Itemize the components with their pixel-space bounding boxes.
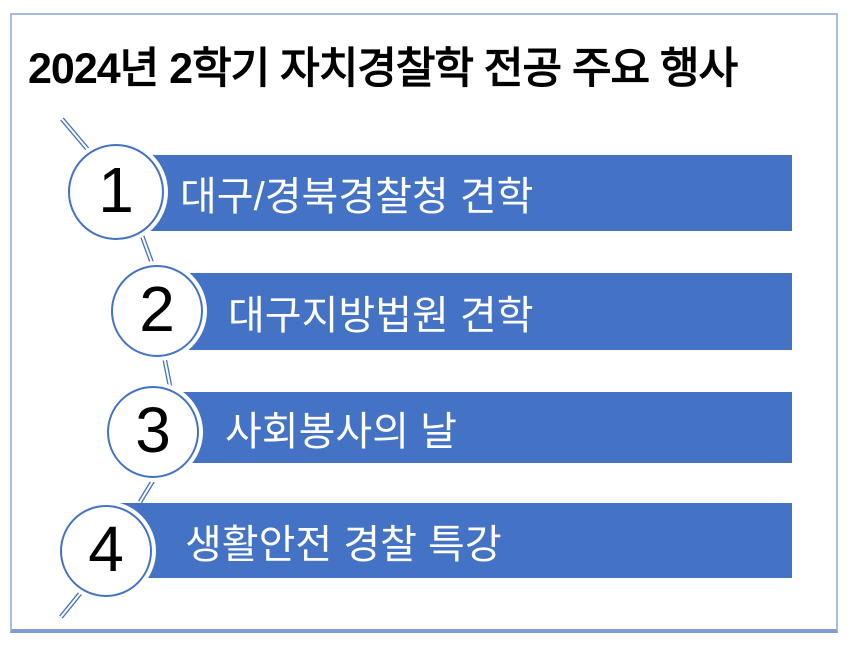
slide-frame — [10, 13, 838, 633]
step-number: 2 — [139, 273, 175, 345]
step-circle-1: 1 — [68, 144, 164, 240]
step-number: 4 — [88, 513, 124, 585]
step-circle-2: 2 — [111, 265, 203, 357]
event-label: 대구지방법원 견학 — [228, 293, 534, 338]
event-label: 생활안전 경찰 특강 — [185, 522, 502, 567]
step-circle-3: 3 — [107, 386, 199, 478]
event-label: 대구/경북경찰청 견학 — [180, 175, 534, 219]
step-number: 3 — [135, 394, 171, 466]
event-bar-2: 대구지방법원 견학 — [157, 273, 792, 350]
event-bar-3: 사회봉사의 날 — [153, 392, 792, 463]
step-number: 1 — [98, 154, 134, 226]
step-circle-4: 4 — [60, 505, 152, 597]
event-bar-4: 생활안전 경찰 특강 — [106, 503, 792, 578]
event-label: 사회봉사의 날 — [225, 409, 457, 454]
event-bar-1: 대구/경북경찰청 견학 — [116, 155, 792, 231]
slide-title: 2024년 2학기 자치경찰학 전공 주요 행사 — [28, 45, 738, 93]
